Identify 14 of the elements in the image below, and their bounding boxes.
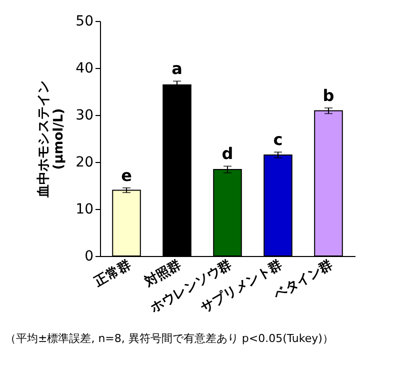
annotation: d bbox=[222, 144, 234, 164]
annotation: a bbox=[172, 59, 182, 78]
annotation: b bbox=[322, 86, 334, 105]
text: （平均±標準誤差, n=8, 異符号間で有意差あり p<0.05(Tukey)） bbox=[5, 332, 334, 345]
y-tick-label: 50 bbox=[76, 14, 94, 30]
annotation: e bbox=[121, 166, 132, 185]
y-tick-label: 0 bbox=[84, 248, 94, 264]
y-tick-label: 20 bbox=[76, 154, 94, 170]
y-axis-title: 血中ホモシステイン (μmol/L) bbox=[36, 80, 67, 198]
x-tick-label: 正常群 bbox=[91, 258, 134, 291]
y-tick-label: 30 bbox=[76, 108, 94, 124]
annotation: c bbox=[273, 130, 283, 150]
y-tick-label: 40 bbox=[76, 60, 94, 76]
y-tick-label: 10 bbox=[76, 202, 94, 218]
